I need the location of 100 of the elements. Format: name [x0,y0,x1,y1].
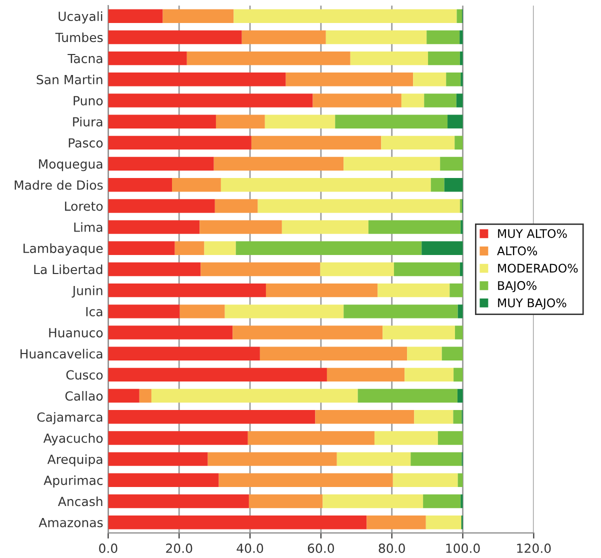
bar [108,136,252,150]
bar [368,220,461,234]
y-tick-label: Huancavelica [20,348,102,359]
bar [426,515,462,530]
y-tick-label: Arequipa [47,454,102,466]
bar [453,410,462,424]
bar [108,515,367,530]
bar [426,30,460,44]
bar [460,51,463,66]
bar [344,304,458,318]
bar [248,494,323,508]
bar [404,368,454,382]
legend-label: MUY BAJO% [498,298,566,310]
bar [423,494,461,508]
bar [108,368,327,382]
y-tick-label: Tacna [68,54,102,64]
bar [326,30,427,44]
bar [320,262,394,276]
bar [422,241,463,255]
bar [456,94,463,108]
legend-label: MUY ALTO% [498,229,567,238]
bar [458,473,463,488]
bar [251,136,382,150]
bar [108,178,172,192]
bar [440,156,463,171]
bar [454,326,463,340]
bar [326,368,405,382]
y-tick-label: Pasco [68,138,103,148]
bar [186,51,350,66]
bar [232,326,383,340]
bar [218,473,393,488]
bar [108,388,140,403]
y-tick-label: Madre de Dios [14,180,103,190]
bar [450,283,463,298]
bar [108,283,266,298]
legend-label: MODERADO% [498,264,578,273]
bar [456,9,462,23]
bar [414,410,454,424]
bar [446,72,461,86]
y-tick-label: Puno [74,96,103,106]
y-tick-label: Moquegua [39,159,102,172]
y-tick-label: Loreto [65,202,103,211]
bar [350,51,428,66]
bar [366,515,426,530]
bar [108,241,175,255]
bar [264,114,336,128]
bar [454,368,463,382]
bar [424,94,456,108]
bar [108,9,163,23]
bar [344,156,440,171]
bar [204,241,236,255]
y-tick-label: Amazonas [38,518,103,528]
bar [108,326,233,340]
legend-label: ALTO% [497,246,538,256]
bar [460,199,462,213]
bar [208,452,337,466]
bar [444,178,463,192]
bar [438,431,463,445]
y-tick-label: Apurimac [44,475,103,488]
x-tick-label: 120.0 [517,544,551,553]
bar [374,431,438,445]
bar [407,346,442,360]
y-tick-label: La Libertad [34,264,102,274]
bar [108,220,200,234]
bar [460,30,463,44]
legend-label: BAJO% [498,281,536,292]
bar [174,241,204,255]
bar [448,114,463,128]
y-tick-label: Cajamarca [37,412,102,424]
bar [108,94,313,108]
bar [266,283,378,298]
y-tick-label: Lima [74,222,102,232]
x-tick-label: 20.0 [166,544,192,553]
bar [248,431,374,445]
bar [108,30,242,44]
bar [220,178,431,192]
bar [413,72,446,86]
bar [108,304,180,318]
bar [378,283,450,298]
bar [108,431,248,445]
bar [200,220,282,234]
bar [162,9,234,23]
bar [242,30,326,44]
bar [108,473,219,488]
bar [442,346,463,360]
y-tick-label: Ancash [58,496,102,506]
bar [286,72,414,86]
bar [282,220,368,234]
bar [457,388,463,403]
bar [381,136,455,150]
x-tick-label: 40.0 [236,544,264,553]
y-tick-label: Cusco [66,370,103,380]
bar [108,494,249,508]
y-tick-label: San Martin [36,74,102,84]
bar [392,473,458,488]
x-tick-label: 0.0 [99,544,118,553]
bar [151,388,358,403]
bar [258,199,460,213]
y-tick-label: Ayacucho [43,433,103,446]
bar [430,178,444,192]
